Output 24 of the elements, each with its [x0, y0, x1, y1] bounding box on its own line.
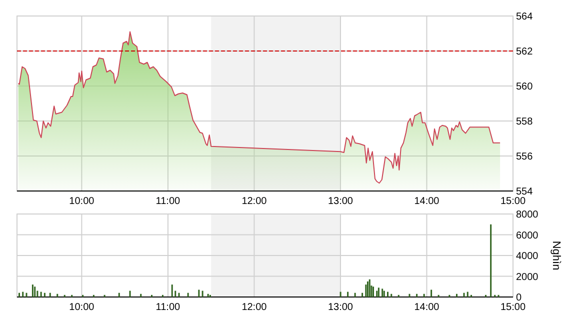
x-tick-label: 12:00	[242, 196, 268, 207]
y-tick-label: 2000	[516, 272, 539, 283]
y-tick-label: 6000	[516, 230, 539, 242]
x-tick-label: 14:00	[414, 302, 440, 313]
y-tick-label: 558	[516, 116, 534, 128]
y-tick-label: 4000	[516, 251, 539, 262]
y-tick-label: 556	[516, 152, 534, 162]
x-tick-label: 11:00	[156, 302, 181, 313]
y-tick-label: 564	[516, 12, 534, 22]
x-tick-label: 10:00	[69, 196, 95, 207]
x-tick-label: 14:00	[414, 196, 440, 207]
y-tick-label: 554	[516, 186, 534, 198]
x-tick-label: 13:00	[328, 302, 354, 313]
y-tick-label: 8000	[516, 210, 539, 220]
y-tick-label: 0	[516, 292, 522, 304]
y-tick-label: 562	[516, 46, 534, 58]
x-tick-label: 12:00	[242, 302, 268, 313]
x-tick-label: 10:00	[69, 302, 95, 313]
x-tick-label: 15:00	[500, 196, 526, 207]
y-tick-label: 560	[516, 82, 534, 92]
x-tick-label: 11:00	[156, 196, 181, 207]
x-tick-label: 15:00	[500, 302, 526, 313]
x-tick-label: 13:00	[328, 196, 354, 207]
y-axis-title: Nghìn	[550, 240, 562, 270]
